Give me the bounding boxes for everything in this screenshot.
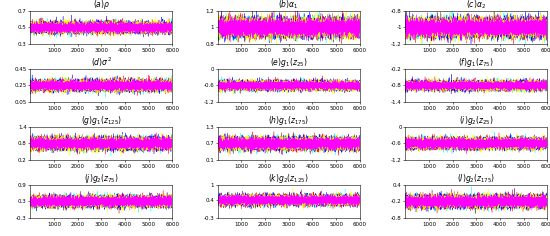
Title: $(e) g_1(z_{25})$: $(e) g_1(z_{25})$ — [270, 56, 307, 69]
Title: $(j) g_2(z_{75})$: $(j) g_2(z_{75})$ — [84, 172, 119, 185]
Title: $(k) g_2(z_{125})$: $(k) g_2(z_{125})$ — [268, 172, 309, 185]
Title: $(l) g_2(z_{175})$: $(l) g_2(z_{175})$ — [457, 172, 496, 185]
Title: $(a) \rho$: $(a) \rho$ — [92, 0, 110, 11]
Title: $(d) \sigma^2$: $(d) \sigma^2$ — [91, 55, 112, 69]
Title: $(g) g_1(z_{125})$: $(g) g_1(z_{125})$ — [81, 114, 122, 126]
Title: $(c) \alpha_2$: $(c) \alpha_2$ — [466, 0, 486, 11]
Title: $(h) g_1(z_{175})$: $(h) g_1(z_{175})$ — [268, 114, 309, 126]
Title: $(b) \alpha_1$: $(b) \alpha_1$ — [278, 0, 299, 11]
Title: $(f) g_1(z_{75})$: $(f) g_1(z_{75})$ — [459, 56, 494, 69]
Title: $(i) g_2(z_{25})$: $(i) g_2(z_{25})$ — [459, 114, 494, 126]
